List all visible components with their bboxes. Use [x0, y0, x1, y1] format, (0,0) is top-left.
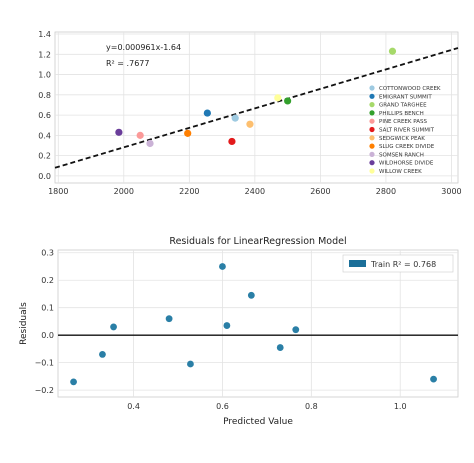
residual-point [187, 360, 194, 368]
y-tick-label: 0.2 [38, 152, 51, 161]
residual-point [247, 291, 255, 299]
data-point [284, 97, 292, 105]
legend-marker [369, 118, 375, 124]
x-tick-label: 2600 [310, 187, 330, 196]
x-tick-label: 0.4 [127, 402, 140, 411]
x-tick-label: 2400 [245, 187, 265, 196]
data-point [231, 114, 239, 122]
data-point [203, 109, 211, 117]
y-tick-label: 0.2 [41, 276, 54, 285]
residual-point [430, 375, 437, 383]
x-tick-label: 1800 [48, 187, 68, 196]
plot-area [57, 249, 459, 398]
legend-label: WILDHORSE DIVIDE [379, 161, 434, 167]
legend-marker [369, 126, 375, 133]
legend-marker [369, 110, 375, 116]
chart-title: Residuals for LinearRegression Model [169, 236, 346, 247]
residual-point [110, 323, 117, 331]
y-tick-label: 1.0 [38, 71, 51, 80]
legend-label: PINE CREEK PASS [379, 119, 427, 125]
data-point [228, 137, 236, 146]
data-point [136, 131, 144, 139]
x-tick-label: 0.8 [305, 402, 318, 411]
y-tick-label: 0.0 [38, 172, 51, 181]
y-tick-label: 0.4 [38, 131, 51, 140]
legend-marker [369, 160, 375, 166]
y-axis-label: Residuals [19, 302, 29, 345]
data-point [388, 47, 397, 55]
legend-marker [369, 135, 375, 141]
y-tick-label: −0.2 [35, 386, 54, 395]
y-tick-label: 0.1 [41, 304, 54, 313]
regression-line [54, 47, 459, 169]
residual-point [276, 344, 284, 351]
y-tick-label: 0.3 [41, 249, 54, 258]
x-tick-label: 2000 [114, 187, 134, 196]
legend-box [342, 254, 454, 273]
residual-point [219, 263, 226, 270]
data-point [274, 94, 282, 102]
data-point [184, 129, 192, 137]
y-tick-label: −0.1 [35, 359, 54, 368]
y-tick-label: 0.6 [38, 111, 51, 120]
residual-point [99, 351, 106, 358]
data-point [246, 120, 254, 128]
legend-label: COTTONWOOD CREEK [379, 86, 441, 92]
x-tick-label: 2800 [376, 187, 396, 196]
station-scatter-chart: 1800 2000 2200 2400 2600 2800 3000 0.0 0.2 0.4 0.6… [38, 30, 461, 196]
legend-label: SOMSEN RANCH [379, 152, 424, 158]
y-tick-label: 0.8 [38, 91, 51, 100]
legend-label: WILLOW CREEK [379, 169, 422, 175]
legend-swatch [349, 260, 366, 267]
data-point [146, 139, 154, 148]
x-tick-label: 3000 [441, 187, 461, 196]
data-point [115, 128, 123, 136]
legend-marker [369, 143, 375, 149]
x-tick-label: 0.6 [216, 402, 229, 411]
legend-marker [369, 85, 375, 91]
legend-label: SLUG CREEK DIVIDE [379, 144, 435, 150]
x-axis-label: Predicted Value [223, 417, 293, 427]
y-tick-label: 1.4 [38, 30, 51, 39]
x-tick-label: 2200 [179, 187, 199, 196]
residual-point [292, 326, 300, 334]
legend-marker [369, 102, 375, 108]
residual-point [165, 315, 173, 323]
y-tick-label: 1.2 [38, 50, 51, 59]
residual-point [223, 322, 231, 329]
y-tick-label: 0.0 [41, 331, 54, 340]
legend-label: GRAND TARGHEE [379, 103, 427, 109]
residual-point [70, 378, 77, 386]
legend-label: SEDGWICK PEAK [379, 136, 425, 142]
equation-annotation: y=0.000961x-1.64 [106, 43, 181, 52]
x-tick-label: 1.0 [394, 402, 407, 411]
legend-label: PHILLIPS BENCH [379, 111, 424, 117]
legend-marker [369, 151, 375, 157]
legend-label: SALT RIVER SUMMIT [379, 128, 435, 134]
r-squared-annotation: R² = .7677 [106, 59, 149, 68]
legend-marker [369, 168, 375, 174]
legend-marker [369, 93, 375, 99]
residuals-chart: Residuals for LinearRegression Model 0.4 0… [19, 236, 459, 427]
legend-label: EMIGRANT SUMMIT [379, 94, 432, 100]
legend-label: Train R² = 0.768 [370, 260, 436, 269]
